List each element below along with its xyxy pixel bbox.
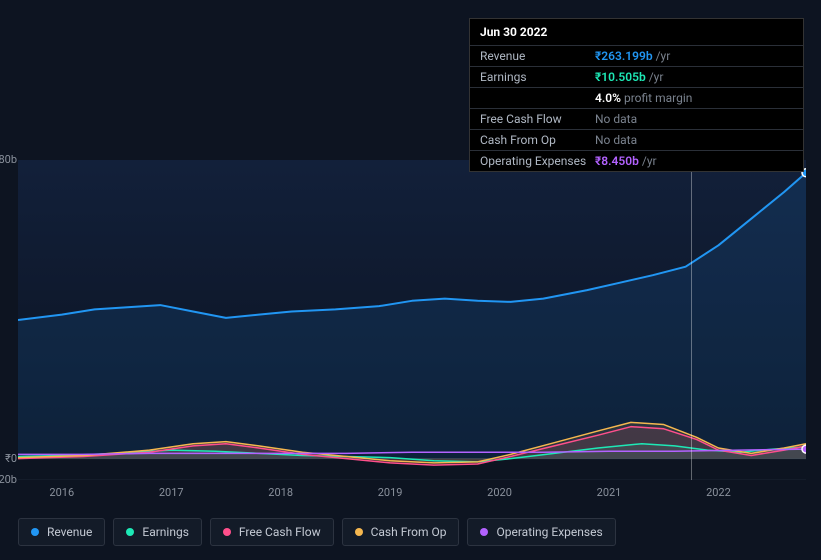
legend-dot-icon bbox=[223, 528, 231, 536]
tooltip-value: No data bbox=[595, 133, 793, 147]
x-axis-label: 2018 bbox=[268, 486, 293, 499]
tooltip-row: Cash From OpNo data bbox=[470, 129, 803, 150]
tooltip-label: Earnings bbox=[480, 70, 595, 84]
hover-line bbox=[691, 160, 692, 480]
legend-label: Earnings bbox=[142, 525, 189, 539]
legend-label: Operating Expenses bbox=[496, 525, 602, 539]
financial-chart[interactable]: ₹280b₹0-₹20b bbox=[18, 160, 806, 480]
y-axis-label: ₹280b bbox=[0, 153, 17, 166]
x-axis-label: 2016 bbox=[49, 486, 74, 499]
legend-dot-icon bbox=[126, 528, 134, 536]
tooltip-row: Free Cash FlowNo data bbox=[470, 108, 803, 129]
tooltip-row: 4.0%profit margin bbox=[470, 87, 803, 108]
tooltip-row: Earnings₹10.505b/yr bbox=[470, 66, 803, 87]
legend-dot-icon bbox=[355, 528, 363, 536]
y-axis-label: ₹0 bbox=[0, 452, 17, 465]
x-axis-label: 2020 bbox=[487, 486, 512, 499]
tooltip-row: Operating Expenses₹8.450b/yr bbox=[470, 150, 803, 171]
y-axis-label: -₹20b bbox=[0, 473, 17, 486]
legend-label: Revenue bbox=[47, 525, 92, 539]
x-axis-labels: 2016 2017 2018 2019 2020 2021 2022 bbox=[18, 486, 806, 502]
tooltip-value: No data bbox=[595, 112, 793, 126]
legend: Revenue Earnings Free Cash Flow Cash From O… bbox=[18, 518, 616, 546]
tooltip-label: Cash From Op bbox=[480, 133, 595, 147]
tooltip-label bbox=[480, 91, 595, 105]
legend-item[interactable]: Revenue bbox=[18, 518, 105, 546]
tooltip-label: Revenue bbox=[480, 49, 595, 63]
tooltip-value: 4.0%profit margin bbox=[595, 91, 793, 105]
tooltip-value: ₹10.505b/yr bbox=[595, 70, 793, 84]
legend-item[interactable]: Cash From Op bbox=[342, 518, 460, 546]
x-axis-label: 2019 bbox=[378, 486, 403, 499]
legend-label: Cash From Op bbox=[371, 525, 447, 539]
x-axis-label: 2017 bbox=[159, 486, 184, 499]
legend-dot-icon bbox=[31, 528, 39, 536]
chart-svg bbox=[18, 160, 806, 480]
legend-item[interactable]: Operating Expenses bbox=[467, 518, 615, 546]
legend-item[interactable]: Free Cash Flow bbox=[210, 518, 334, 546]
legend-label: Free Cash Flow bbox=[239, 525, 321, 539]
tooltip-value: ₹263.199b/yr bbox=[595, 49, 793, 63]
tooltip-value: ₹8.450b/yr bbox=[595, 154, 793, 168]
tooltip-date: Jun 30 2022 bbox=[470, 19, 803, 45]
legend-item[interactable]: Earnings bbox=[113, 518, 202, 546]
chart-tooltip: Jun 30 2022 Revenue₹263.199b/yrEarnings₹… bbox=[469, 18, 804, 172]
tooltip-label: Operating Expenses bbox=[480, 154, 595, 168]
x-axis-label: 2022 bbox=[706, 486, 731, 499]
tooltip-row: Revenue₹263.199b/yr bbox=[470, 45, 803, 66]
x-axis-label: 2021 bbox=[597, 486, 622, 499]
tooltip-label: Free Cash Flow bbox=[480, 112, 595, 126]
legend-dot-icon bbox=[480, 528, 488, 536]
